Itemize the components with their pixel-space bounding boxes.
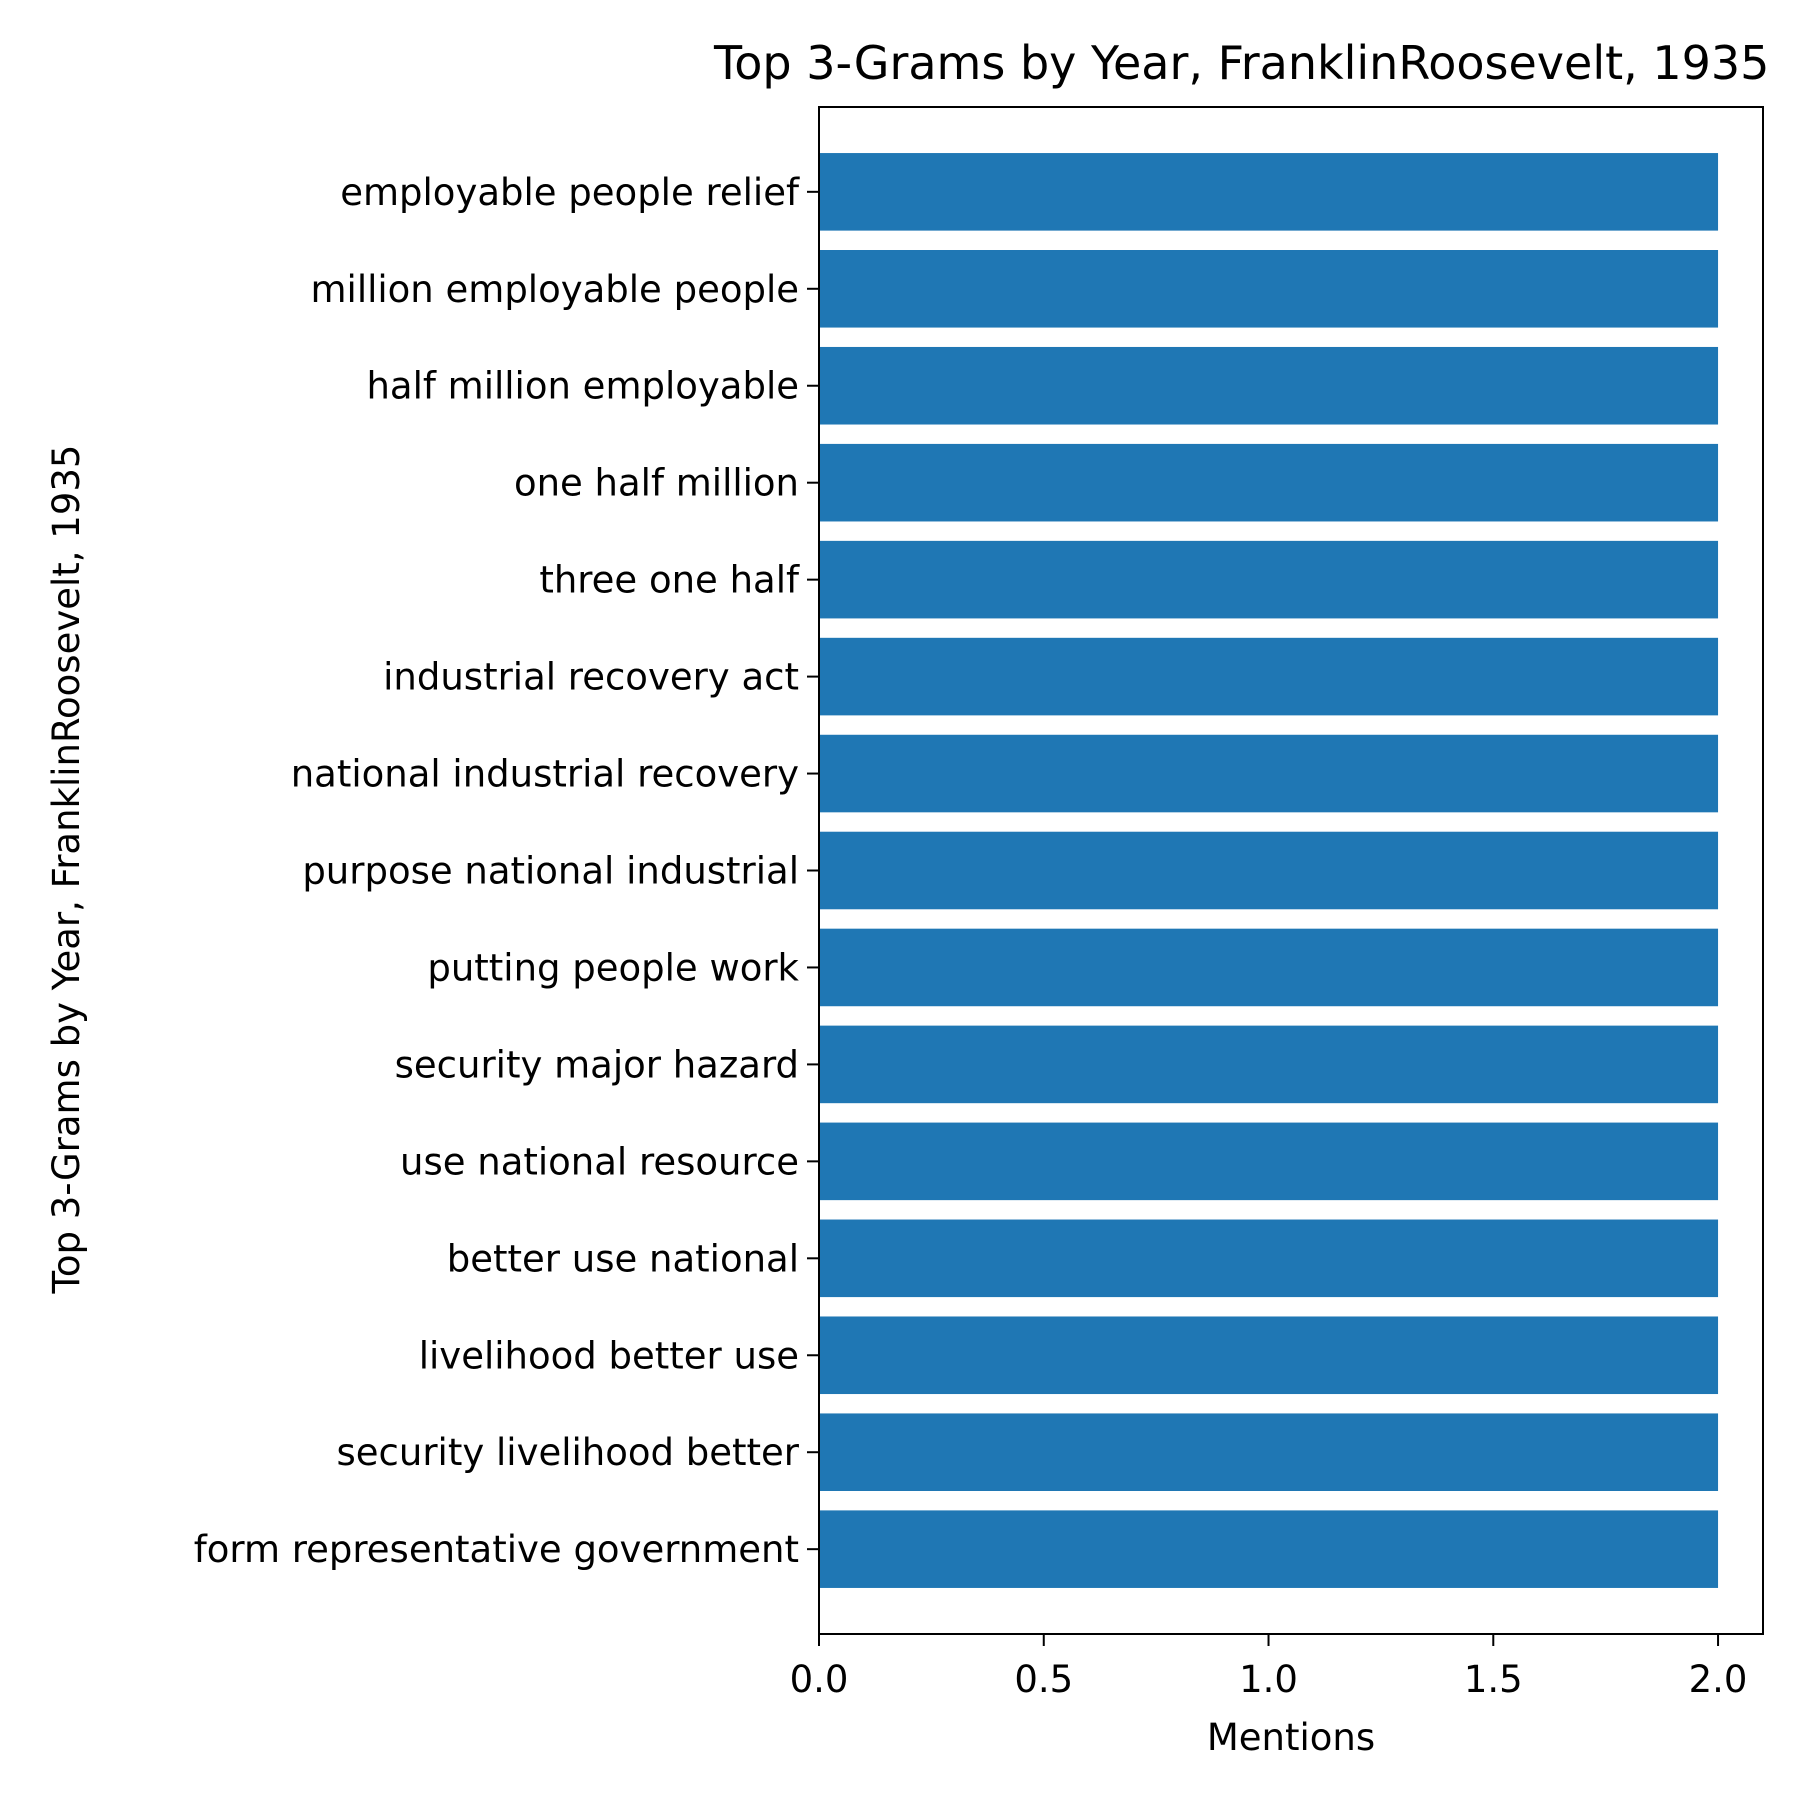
- bar: [819, 1316, 1719, 1395]
- y-tick-label: employable people relief: [340, 171, 800, 214]
- bar: [819, 1025, 1719, 1104]
- bar: [819, 443, 1719, 522]
- x-axis-ticks: 0.0 0.5 1.0 1.5 2.0: [790, 1634, 1748, 1701]
- bar: [819, 637, 1719, 716]
- y-tick-label: use national resource: [400, 1140, 799, 1183]
- x-axis-label: Mentions: [1207, 1716, 1375, 1759]
- y-tick-label: million employable people: [311, 268, 800, 311]
- y-axis-ticks: employable people relief million employab…: [194, 171, 819, 1571]
- y-tick-label: industrial recovery act: [383, 656, 799, 699]
- y-tick-label: purpose national industrial: [302, 850, 799, 893]
- y-tick-label: livelihood better use: [419, 1334, 799, 1377]
- bar: [819, 1413, 1719, 1491]
- bar: [819, 250, 1719, 328]
- bar: [819, 928, 1719, 1007]
- bars-layer: [819, 153, 1719, 1588]
- y-tick-label: half million employable: [366, 365, 799, 408]
- x-tick-label: 0.5: [1014, 1658, 1073, 1701]
- plot-frame: [818, 106, 1764, 1635]
- x-tick-label: 2.0: [1689, 1658, 1748, 1701]
- bar: [819, 831, 1719, 910]
- x-tick-label: 0.0: [790, 1658, 849, 1701]
- y-tick-label: one half million: [514, 462, 799, 505]
- bar: [819, 346, 1719, 425]
- bar: [819, 1219, 1719, 1298]
- y-tick-label: better use national: [447, 1237, 799, 1280]
- y-tick-label: three one half: [539, 559, 800, 602]
- x-tick-label: 1.0: [1239, 1658, 1298, 1701]
- y-tick-label: national industrial recovery: [291, 753, 799, 796]
- bar: [819, 734, 1719, 813]
- y-axis-label: Top 3-Grams by Year, FranklinRoosevelt, …: [45, 445, 88, 1295]
- bar: [819, 540, 1719, 619]
- y-tick-label: putting people work: [427, 946, 799, 989]
- chart-title: Top 3-Grams by Year, FranklinRoosevelt, …: [713, 36, 1769, 90]
- x-tick-label: 1.5: [1464, 1658, 1523, 1701]
- y-tick-label: form representative government: [194, 1528, 799, 1571]
- bar: [819, 1510, 1719, 1588]
- y-tick-label: security major hazard: [395, 1043, 799, 1086]
- y-tick-label: security livelihood better: [337, 1431, 800, 1474]
- bar: [819, 153, 1719, 231]
- bar: [819, 1122, 1719, 1201]
